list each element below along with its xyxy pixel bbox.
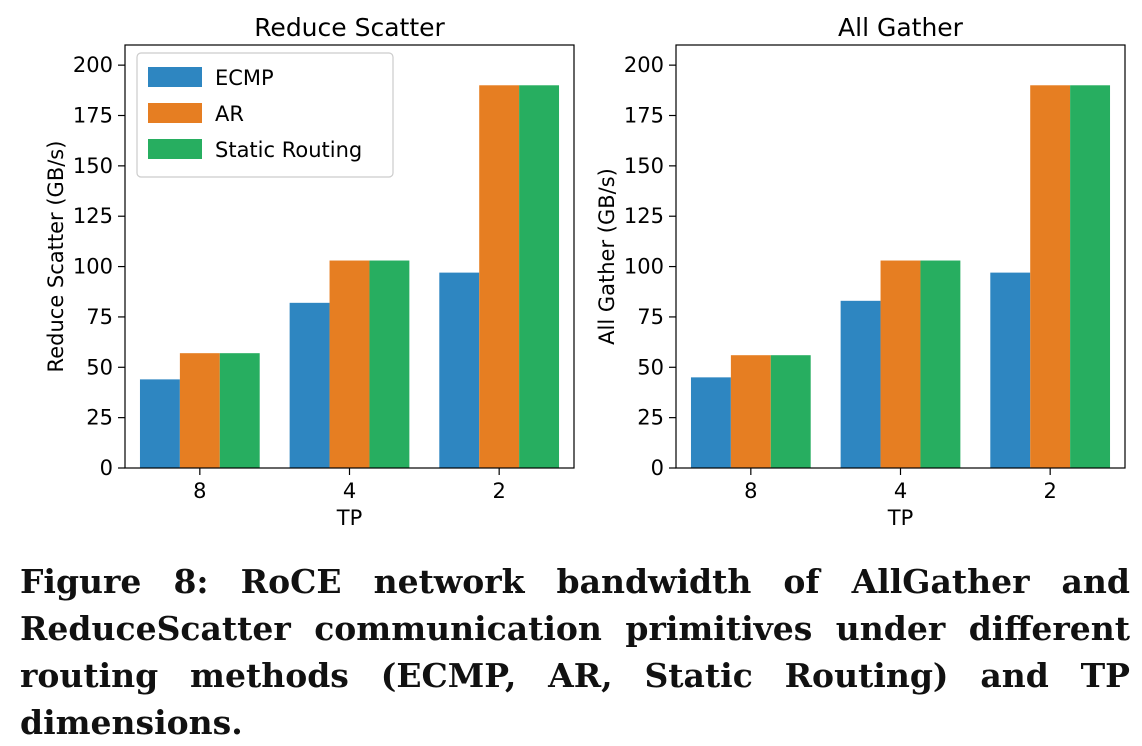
bar-static-routing-2 bbox=[1070, 85, 1111, 469]
y-tick-label: 75 bbox=[637, 305, 664, 329]
x-tick-label: 2 bbox=[1043, 479, 1056, 503]
legend-swatch bbox=[148, 67, 202, 87]
y-tick-label: 200 bbox=[73, 53, 113, 77]
y-tick-label: 125 bbox=[624, 204, 664, 228]
y-tick-label: 150 bbox=[73, 154, 113, 178]
x-tick-label: 8 bbox=[193, 479, 206, 503]
figure: 0 25 50 75 100 125 150 175 200 8 4 2 Reduce Scatter T… bbox=[44, 13, 1126, 530]
y-tick-label: 50 bbox=[86, 355, 113, 379]
legend-swatch bbox=[148, 139, 202, 159]
y-tick-label: 200 bbox=[624, 53, 664, 77]
bar-static-routing-4 bbox=[920, 260, 961, 468]
x-axis-label: TP bbox=[336, 506, 363, 530]
x-tick-label: 4 bbox=[343, 479, 356, 503]
bar-static-routing-8 bbox=[770, 355, 811, 468]
x-axis-label: TP bbox=[887, 506, 914, 530]
legend-swatch bbox=[148, 103, 202, 123]
bar-static-routing-8 bbox=[219, 353, 260, 468]
y-tick-label: 0 bbox=[100, 456, 113, 480]
bar-ecmp-8 bbox=[139, 379, 180, 468]
bar-static-routing-4 bbox=[369, 260, 410, 468]
bar-ar-2 bbox=[479, 85, 520, 469]
bar-ar-8 bbox=[730, 355, 771, 468]
legend-label: Static Routing bbox=[215, 138, 362, 162]
x-tick-label: 4 bbox=[894, 479, 907, 503]
legend-label: ECMP bbox=[215, 66, 274, 90]
bar-ecmp-4 bbox=[289, 302, 330, 468]
chart-panel-1: 0 25 50 75 100 125 150 175 200 8 4 2 All Gather TP All… bbox=[595, 13, 1126, 530]
x-tick-label: 2 bbox=[492, 479, 505, 503]
chart-title: All Gather bbox=[838, 13, 964, 42]
figure-caption: Figure 8: RoCE network bandwidth of AllG… bbox=[20, 562, 1130, 742]
y-tick-label: 175 bbox=[73, 104, 113, 128]
bar-ar-4 bbox=[329, 260, 370, 468]
y-tick-label: 125 bbox=[73, 204, 113, 228]
bar-ar-2 bbox=[1030, 85, 1071, 469]
y-tick-label: 100 bbox=[624, 255, 664, 279]
y-tick-label: 100 bbox=[73, 255, 113, 279]
y-tick-label: 75 bbox=[86, 305, 113, 329]
y-axis-label: All Gather (GB/s) bbox=[595, 168, 619, 345]
bar-ar-4 bbox=[880, 260, 921, 468]
bar-ecmp-2 bbox=[439, 272, 480, 468]
legend-label: AR bbox=[215, 102, 244, 126]
y-axis-label: Reduce Scatter (GB/s) bbox=[44, 141, 68, 373]
y-tick-label: 25 bbox=[637, 406, 664, 430]
y-tick-label: 150 bbox=[624, 154, 664, 178]
x-tick-label: 8 bbox=[744, 479, 757, 503]
legend: ECMP AR Static Routing bbox=[136, 52, 394, 178]
y-tick-label: 0 bbox=[651, 456, 664, 480]
y-tick-label: 25 bbox=[86, 406, 113, 430]
bar-ar-8 bbox=[179, 353, 220, 468]
y-tick-label: 50 bbox=[637, 355, 664, 379]
chart-panel-0: 0 25 50 75 100 125 150 175 200 8 4 2 Reduce Scatter T… bbox=[44, 13, 575, 530]
bar-ecmp-4 bbox=[840, 300, 881, 468]
bar-ecmp-8 bbox=[690, 377, 731, 468]
bar-static-routing-2 bbox=[519, 85, 560, 469]
bar-ecmp-2 bbox=[990, 272, 1031, 468]
y-tick-label: 175 bbox=[624, 104, 664, 128]
chart-title: Reduce Scatter bbox=[254, 13, 445, 42]
